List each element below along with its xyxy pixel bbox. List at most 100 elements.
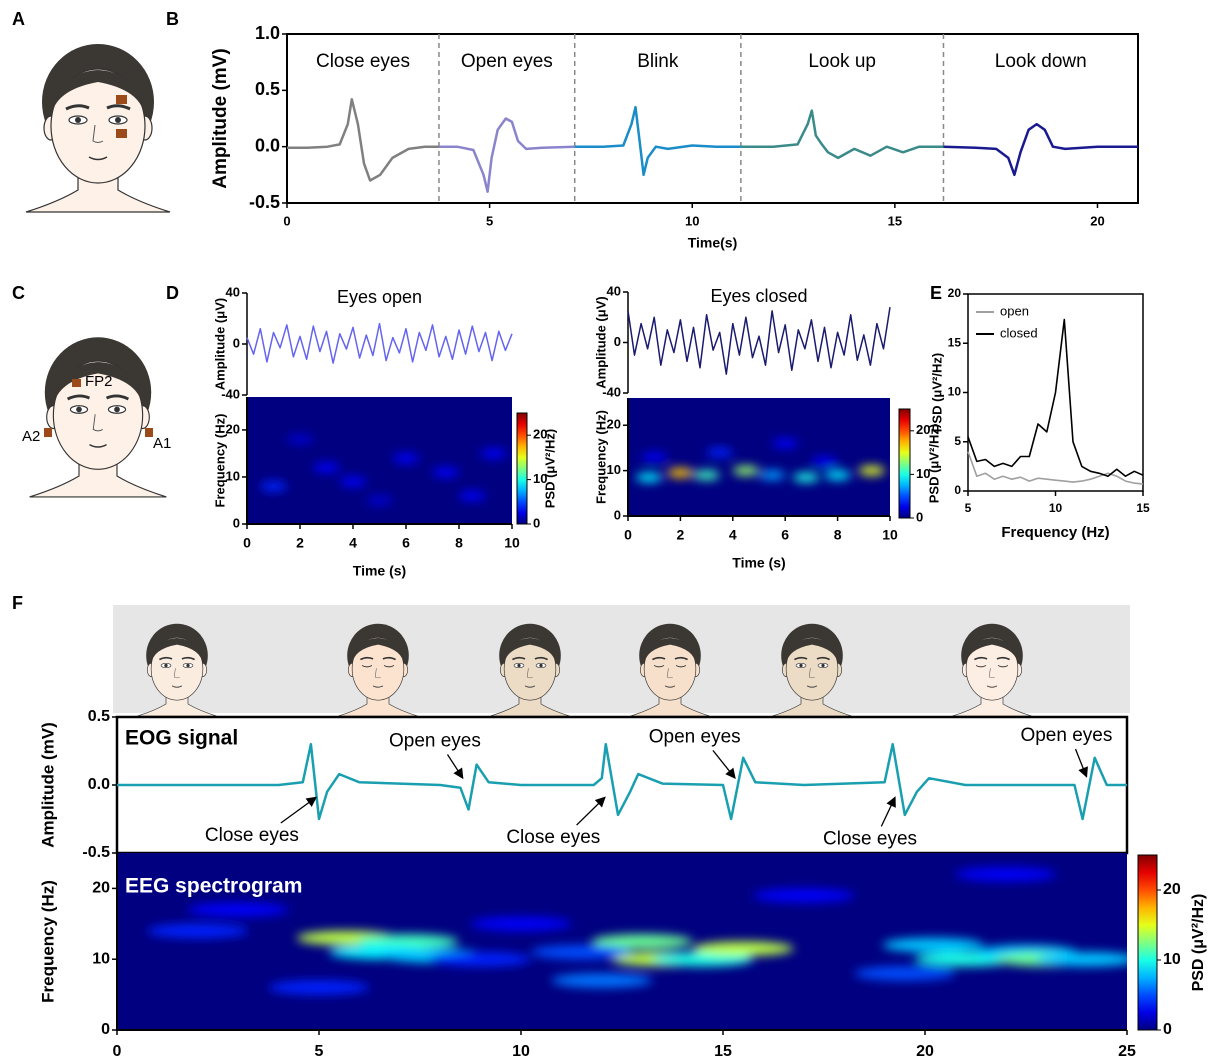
legend-label: open (1000, 303, 1029, 318)
face-illustration (30, 337, 167, 497)
line-series (628, 307, 890, 374)
x-tick-label: 5 (965, 501, 972, 515)
colorbar-tick-label: 0 (916, 509, 923, 524)
panel-label: C (12, 283, 25, 303)
y-tick-label: 10 (226, 468, 240, 483)
electrode (116, 129, 127, 138)
y-axis-label: Frequency (Hz) (212, 414, 227, 508)
y-tick-label: 10 (607, 462, 621, 477)
electrode-label: A1 (153, 435, 171, 452)
x-tick-label: 0 (243, 535, 251, 551)
annotation-arrow (577, 797, 605, 825)
chart-label: EOG signal (125, 727, 238, 750)
chart-title: Eyes open (337, 287, 422, 307)
segment-label: Blink (637, 51, 679, 72)
y-axis-label: Amplitude (μV) (593, 296, 608, 388)
annotation: Open eyes (1020, 725, 1112, 746)
y-tick-label: 40 (607, 283, 621, 298)
colorbar (899, 409, 910, 518)
y-tick-label: 10 (948, 385, 962, 399)
x-tick-label: 0 (624, 527, 632, 543)
y-tick-label: 20 (948, 286, 962, 300)
x-tick-label: 20 (916, 1043, 934, 1060)
y-tick-label: -0.5 (249, 192, 280, 212)
x-tick-label: 15 (1136, 501, 1150, 515)
heatmap-cell (883, 938, 984, 952)
line-series (944, 124, 1139, 175)
annotation: Open eyes (649, 726, 741, 747)
colorbar (1138, 855, 1157, 1030)
line-series (968, 452, 1143, 485)
y-tick-label: 1.0 (255, 23, 280, 43)
y-tick-label: 20 (92, 880, 110, 897)
annotation-arrow (1075, 749, 1086, 777)
x-tick-label: 25 (1118, 1043, 1136, 1060)
line-series (287, 99, 439, 180)
heatmap-cell (859, 466, 885, 475)
x-tick-label: 10 (1049, 501, 1063, 515)
y-axis-label: Amplitude (mV) (38, 722, 57, 848)
heatmap-cell (694, 470, 720, 479)
electrode (44, 428, 52, 437)
heatmap-cell (793, 473, 819, 482)
x-tick-label: 0 (283, 213, 290, 228)
y-axis-label: Frequency (Hz) (593, 410, 608, 504)
heatmap-cell (759, 470, 785, 479)
panel-label: E (930, 283, 942, 303)
heatmap-cell (433, 467, 460, 477)
colorbar-tick-label: 10 (1163, 951, 1181, 968)
line-series (439, 119, 575, 192)
x-tick-label: 10 (512, 1043, 530, 1060)
annotation: Open eyes (389, 730, 481, 751)
heatmap-cell (340, 477, 367, 487)
pupil (114, 407, 120, 413)
chart-title: Eyes closed (710, 286, 807, 306)
segment-label: Open eyes (461, 51, 553, 72)
heatmap-cell (753, 888, 854, 902)
colorbar-label: PSD (μV²/Hz) (926, 424, 941, 503)
y-tick-label: 20 (607, 417, 621, 432)
heatmap-cell (955, 867, 1056, 881)
heatmap-cell (551, 973, 652, 987)
y-tick-label: 15 (948, 335, 962, 349)
heatmap-cell (531, 945, 632, 959)
heatmap-cell (459, 491, 486, 501)
y-tick-label: 0 (614, 334, 621, 349)
y-tick-label: 0.0 (255, 135, 280, 155)
line-series (575, 107, 741, 175)
line-series (247, 324, 512, 364)
pupil (76, 407, 82, 413)
x-tick-label: 6 (781, 527, 789, 543)
y-axis-label: PSD (μV²/Hz) (929, 353, 944, 432)
heatmap-cell (854, 966, 955, 980)
x-tick-label: 10 (685, 213, 699, 228)
annotation: Close eyes (506, 827, 600, 848)
x-tick-label: 4 (729, 527, 737, 543)
y-tick-label: -0.5 (82, 844, 110, 861)
heatmap (247, 397, 512, 524)
x-tick-label: 15 (714, 1043, 732, 1060)
colorbar-label: PSD (μV²/Hz) (1190, 894, 1207, 992)
heatmap (628, 398, 890, 516)
heatmap-cell (260, 481, 287, 491)
x-tick-label: 15 (888, 213, 902, 228)
x-tick-label: 2 (296, 535, 304, 551)
y-tick-label: 0 (614, 507, 621, 522)
pupil (517, 664, 520, 667)
electrode-label: A2 (22, 428, 40, 445)
x-axis-label: Time (s) (732, 555, 785, 571)
pupil (115, 117, 121, 123)
annotation-arrow (881, 797, 895, 826)
heatmap-cell (147, 924, 248, 938)
annotation: Close eyes (823, 828, 917, 849)
line-series (968, 320, 1143, 477)
colorbar-tick-label: 0 (1163, 1021, 1172, 1038)
electrode (72, 379, 81, 387)
y-tick-label: 0 (233, 515, 240, 530)
panel-label: B (166, 9, 179, 29)
heatmap-cell (313, 462, 340, 472)
pupil (799, 664, 802, 667)
colorbar-tick-label: 20 (1163, 881, 1181, 898)
segment-label: Close eyes (316, 51, 410, 72)
annotation-arrow (713, 750, 735, 778)
